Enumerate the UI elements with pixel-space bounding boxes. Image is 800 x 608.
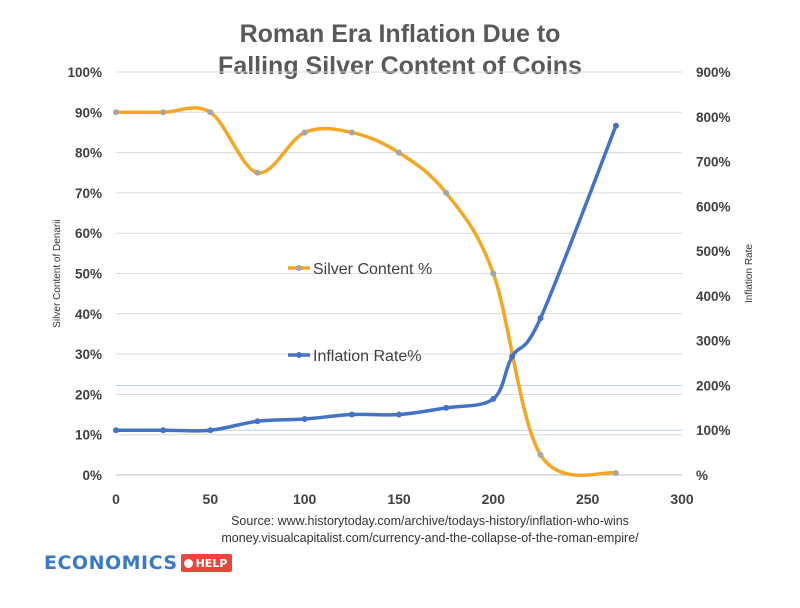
series-point-silver-10 (612, 469, 619, 476)
series-point-inflation-4 (301, 416, 308, 423)
y-right-tick-8: 800% (696, 110, 731, 125)
y-right-tick-2: 200% (696, 378, 731, 393)
y-left-tick-30%: 30% (75, 347, 102, 362)
y-right-tick-6: 600% (696, 199, 731, 214)
y-right-tick-9: 900% (696, 65, 731, 80)
y-left-tick-70%: 70% (75, 186, 102, 201)
series-point-silver-5 (348, 129, 355, 136)
x-tick-250: 250 (576, 491, 600, 507)
y-left-tick-50%: 50% (75, 267, 102, 282)
series-point-inflation-9 (509, 353, 516, 360)
series-point-silver-1 (160, 109, 167, 116)
series-point-inflation-0 (113, 427, 119, 434)
y-right-tick-3: 300% (696, 334, 731, 349)
series-point-silver-4 (301, 129, 308, 136)
series-point-silver-7 (443, 189, 450, 196)
x-tick-50: 50 (203, 491, 219, 507)
y-left-tick-80%: 80% (75, 146, 102, 161)
x-tick-100: 100 (293, 491, 317, 507)
series-point-silver-9 (537, 451, 544, 458)
series-point-inflation-10 (537, 315, 544, 322)
y-left-tick-0%: 0% (82, 468, 102, 483)
legend-marker-0 (296, 265, 302, 271)
series-point-silver-6 (396, 149, 402, 156)
series-point-silver-3 (254, 169, 261, 176)
chart-title-line-1: Roman Era Inflation Due to (239, 20, 561, 48)
legend-marker-1 (296, 352, 302, 358)
y-right-axis-title: Inflation Rate (744, 244, 755, 303)
series-point-silver-2 (207, 109, 214, 116)
series-point-silver-0 (113, 109, 119, 116)
chart-title-line-2: Falling Silver Content of Coins (218, 52, 582, 80)
legend-label-1: Inflation Rate% (313, 348, 422, 365)
series-point-silver-8 (490, 270, 497, 277)
series-point-inflation-3 (254, 418, 261, 425)
series-point-inflation-7 (443, 404, 450, 411)
y-left-tick-60%: 60% (75, 226, 102, 241)
y-left-tick-40%: 40% (75, 307, 102, 322)
y-left-tick-90%: 90% (75, 105, 102, 120)
series-point-inflation-11 (612, 122, 619, 129)
series-point-inflation-2 (207, 427, 214, 434)
series-point-inflation-6 (396, 411, 402, 418)
y-right-tick-0: % (696, 468, 708, 483)
source-line-2: money.visualcapitalist.com/currency-and-… (221, 531, 639, 545)
source-line-1: Source: www.historytoday.com/archive/tod… (231, 514, 629, 528)
y-right-tick-4: 400% (696, 289, 731, 304)
x-tick-300: 300 (670, 491, 694, 507)
x-tick-200: 200 (482, 491, 506, 507)
y-left-tick-20%: 20% (75, 387, 102, 402)
legend-label-0: Silver Content % (313, 261, 432, 278)
x-tick-0: 0 (112, 491, 120, 507)
brand-logo: ECONOMICS HELP (44, 552, 233, 574)
series-point-inflation-1 (160, 427, 167, 434)
y-left-tick-10%: 10% (75, 428, 102, 443)
brand-dot-icon (183, 558, 193, 568)
series-point-inflation-8 (490, 395, 497, 402)
y-left-axis-title: Silver Content of Denarii (52, 219, 63, 327)
x-tick-150: 150 (387, 491, 411, 507)
brand-badge: HELP (180, 554, 233, 572)
y-right-tick-5: 500% (696, 244, 731, 259)
y-right-tick-7: 700% (696, 155, 731, 170)
brand-word: ECONOMICS (44, 552, 178, 574)
brand-badge-text: HELP (195, 556, 228, 570)
y-left-tick-100%: 100% (67, 65, 102, 80)
y-right-tick-1: 100% (696, 423, 731, 438)
series-line-silver (114, 106, 618, 478)
series-point-inflation-5 (348, 411, 355, 418)
